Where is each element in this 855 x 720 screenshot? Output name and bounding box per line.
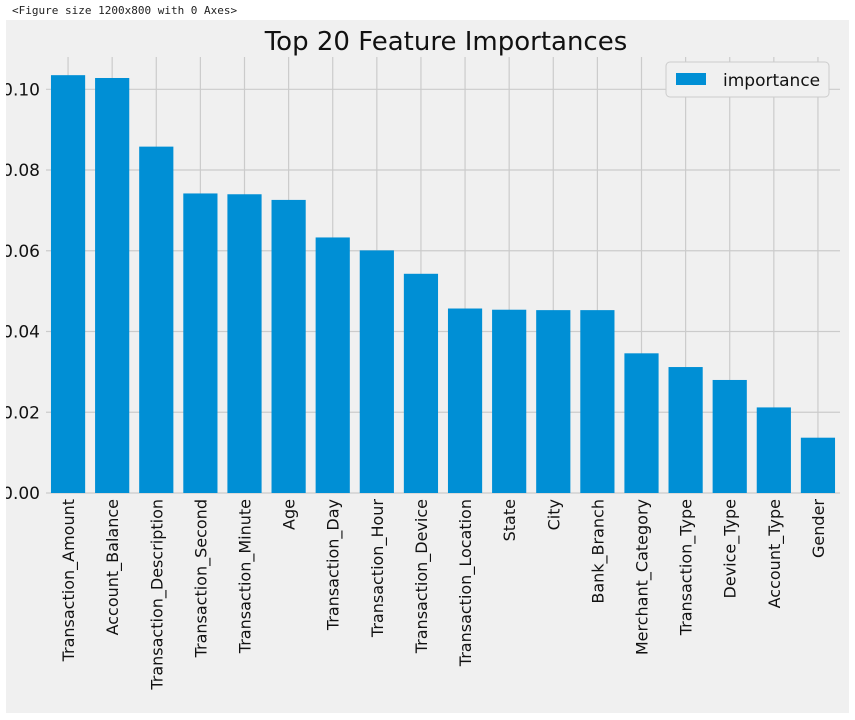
bar-transaction-hour [359, 250, 394, 493]
x-tick-label: Transaction_Type [677, 499, 697, 636]
x-tick-label: Gender [809, 499, 828, 558]
y-tick-label: 0.00 [6, 484, 40, 504]
bar-gender [800, 437, 836, 493]
y-tick-label: 0.08 [6, 161, 40, 181]
y-tick-label: 0.06 [6, 242, 40, 262]
bar-bank-branch [580, 310, 615, 493]
bar-merchant-category [624, 353, 659, 493]
bar-transaction-type [668, 367, 703, 493]
bar-device-type [712, 379, 747, 493]
x-tick-label: Transaction_Hour [368, 499, 388, 638]
bar-transaction-location [447, 308, 483, 493]
x-tick-label: Transaction_Minute [236, 499, 256, 654]
y-tick-label: 0.04 [6, 323, 40, 343]
bar-transaction-device [403, 273, 439, 493]
x-tick-label: Transaction_Device [412, 499, 432, 654]
x-tick-label: Bank_Branch [588, 499, 608, 604]
bar-transaction-second [183, 193, 218, 494]
x-tick-label: Merchant_Category [633, 499, 653, 655]
bar-account-balance [95, 77, 130, 494]
y-tick-label: 0.10 [6, 80, 40, 100]
x-tick-label: Transaction_Amount [59, 499, 79, 662]
bar-account-type [756, 407, 791, 493]
x-tick-label: Account_Type [765, 499, 785, 608]
bar-city [536, 310, 571, 493]
legend-label: importance [723, 71, 820, 91]
x-tick-label: City [544, 499, 563, 530]
bar-state [492, 309, 527, 493]
bar-layer [50, 75, 836, 494]
bar-transaction-amount [50, 75, 86, 493]
x-tick-label: Transaction_Second [191, 499, 211, 658]
bar-transaction-description [139, 146, 174, 493]
bar-age [271, 199, 306, 493]
x-tick-labels: Transaction_Amount Account_Balance Transac… [59, 499, 828, 691]
legend-swatch [676, 73, 706, 85]
x-tick-label: Account_Balance [103, 499, 123, 635]
figure-size-note: <Figure size 1200x800 with 0 Axes> [12, 4, 238, 17]
bar-transaction-minute [227, 194, 262, 493]
chart-title: Top 20 Feature Importances [264, 27, 628, 57]
legend-box [665, 61, 830, 98]
y-tick-labels: 0.00 0.02 0.04 0.06 0.08 0.10 [6, 80, 40, 504]
bar-transaction-day [315, 237, 350, 493]
chart-figure: 0.00 0.02 0.04 0.06 0.08 0.10 Transaction_Amo… [6, 20, 849, 713]
bar-chart: 0.00 0.02 0.04 0.06 0.08 0.10 Transaction_Amo… [6, 27, 840, 691]
x-tick-label: State [500, 499, 519, 541]
legend: importance [665, 61, 830, 98]
y-tick-label: 0.02 [6, 403, 40, 423]
x-tick-label: Device_Type [721, 499, 741, 598]
x-tick-label: Transaction_Day [324, 499, 344, 631]
x-tick-label: Transaction_Location [456, 499, 476, 667]
x-tick-label: Transaction_Description [147, 499, 167, 691]
x-tick-label: Age [280, 499, 299, 530]
